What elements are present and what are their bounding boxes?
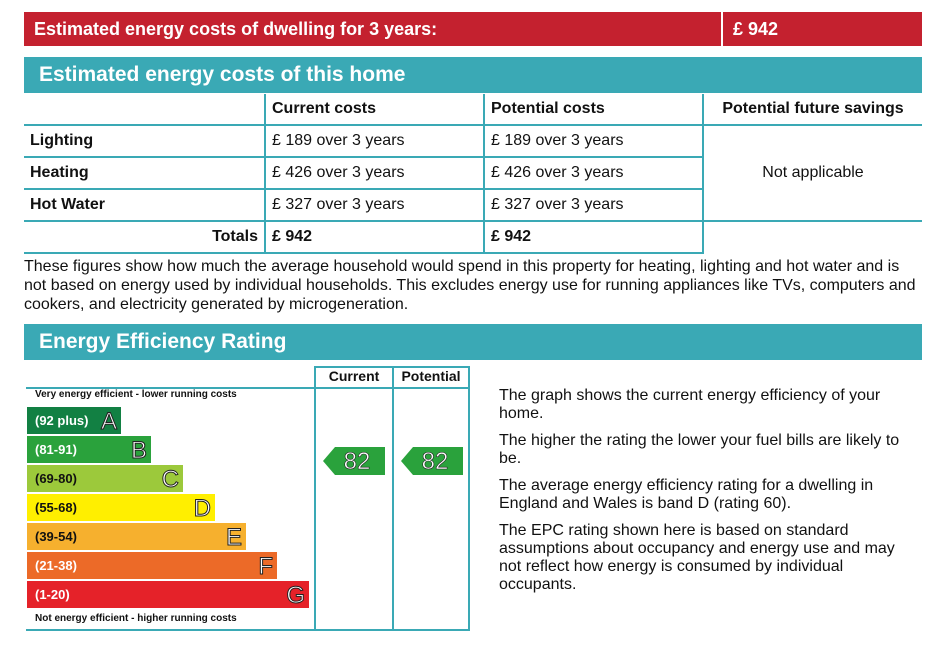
band-d: (55-68) D bbox=[27, 494, 215, 523]
efficiency-heading: Energy Efficiency Rating bbox=[24, 324, 922, 360]
banner-divider bbox=[721, 12, 723, 46]
row-potential: £ 426 over 3 years bbox=[483, 157, 703, 190]
current-rating-value: 82 bbox=[343, 448, 371, 476]
col-potential-label: Potential bbox=[401, 368, 461, 384]
banner-label: Estimated energy costs of dwelling for 3… bbox=[34, 19, 438, 39]
band-c: (69-80) C bbox=[27, 465, 183, 494]
banner-value: £ 942 bbox=[733, 19, 779, 39]
explanation-paragraph: The EPC rating shown here is based on st… bbox=[499, 522, 895, 593]
efficiency-heading-text: Energy Efficiency Rating bbox=[39, 330, 287, 353]
band-range: (69-80) bbox=[35, 471, 77, 486]
row-name: Heating bbox=[24, 157, 265, 190]
band-range: (55-68) bbox=[35, 500, 77, 515]
band-f: (21-38) F bbox=[27, 552, 277, 581]
band-a: (92 plus) A bbox=[27, 407, 121, 436]
frame-bottom bbox=[26, 629, 470, 631]
explanation-paragraph: The higher the rating the lower your fue… bbox=[499, 432, 900, 467]
current-arrow-shape bbox=[323, 447, 385, 475]
col-header-current: Current costs bbox=[264, 94, 484, 126]
band-letter: C bbox=[161, 466, 179, 494]
totals-label: Totals bbox=[24, 221, 265, 254]
band-letter: F bbox=[258, 553, 274, 581]
costs-note: These figures show how much the average … bbox=[24, 258, 916, 313]
band-range: (21-38) bbox=[35, 558, 77, 573]
frame-divider-1 bbox=[314, 366, 316, 631]
band-range: (39-54) bbox=[35, 529, 77, 544]
table-row: Hot Water £ 327 over 3 years £ 327 over … bbox=[24, 189, 922, 222]
table-row: Heating £ 426 over 3 years £ 426 over 3 … bbox=[24, 157, 922, 190]
frame-divider-2 bbox=[392, 366, 394, 631]
costs-heading: Estimated energy costs of this home bbox=[24, 57, 922, 93]
col-header-potential: Potential costs bbox=[483, 94, 703, 126]
col-current-label: Current bbox=[328, 368, 380, 384]
top-efficiency-label: Very energy efficient - lower running co… bbox=[35, 389, 237, 400]
band-letter: A bbox=[100, 408, 117, 436]
band-b: (81-91) B bbox=[27, 436, 151, 465]
costs-heading-text: Estimated energy costs of this home bbox=[39, 63, 406, 86]
table-row: Lighting £ 189 over 3 years £ 189 over 3… bbox=[24, 125, 922, 222]
row-name: Lighting bbox=[24, 125, 265, 158]
band-range: (81-91) bbox=[35, 442, 77, 457]
band-letter: G bbox=[286, 582, 306, 610]
costs-table: Current costs Potential costs Potential … bbox=[24, 94, 922, 254]
band-g: (1-20) G bbox=[27, 581, 309, 610]
bottom-efficiency-label: Not energy efficient - higher running co… bbox=[35, 613, 237, 624]
band-e: (39-54) E bbox=[27, 523, 246, 552]
total-cost-banner: Estimated energy costs of dwelling for 3… bbox=[24, 12, 922, 46]
col-header-blank bbox=[24, 94, 265, 126]
row-potential: £ 327 over 3 years bbox=[483, 189, 703, 222]
potential-rating-value: 82 bbox=[421, 448, 449, 476]
band-range: (92 plus) bbox=[35, 413, 89, 428]
band-letter: B bbox=[130, 437, 147, 465]
row-potential: £ 189 over 3 years bbox=[483, 125, 703, 158]
explanation-paragraph: The average energy efficiency rating for… bbox=[499, 477, 874, 512]
band-range: (1-20) bbox=[35, 587, 70, 602]
potential-arrow-shape bbox=[401, 447, 463, 475]
band-letter: D bbox=[193, 495, 211, 523]
frame-right bbox=[468, 366, 470, 631]
efficiency-explanation: The graph shows the current energy effic… bbox=[499, 387, 919, 603]
totals-current: £ 942 bbox=[264, 221, 484, 254]
totals-row: Totals £ 942 £ 942 bbox=[24, 221, 922, 254]
costs-header-row: Current costs Potential costs Potential … bbox=[24, 94, 922, 126]
row-current: £ 189 over 3 years bbox=[264, 125, 484, 158]
explanation-paragraph: The graph shows the current energy effic… bbox=[499, 387, 881, 422]
totals-potential: £ 942 bbox=[483, 221, 703, 254]
row-current: £ 426 over 3 years bbox=[264, 157, 484, 190]
frame-header-line bbox=[26, 387, 470, 389]
savings-value: Not applicable bbox=[702, 125, 922, 222]
totals-savings-empty bbox=[702, 221, 922, 253]
row-name: Hot Water bbox=[24, 189, 265, 222]
row-current: £ 327 over 3 years bbox=[264, 189, 484, 222]
col-header-savings: Potential future savings bbox=[702, 94, 922, 126]
band-letter: E bbox=[225, 524, 242, 552]
